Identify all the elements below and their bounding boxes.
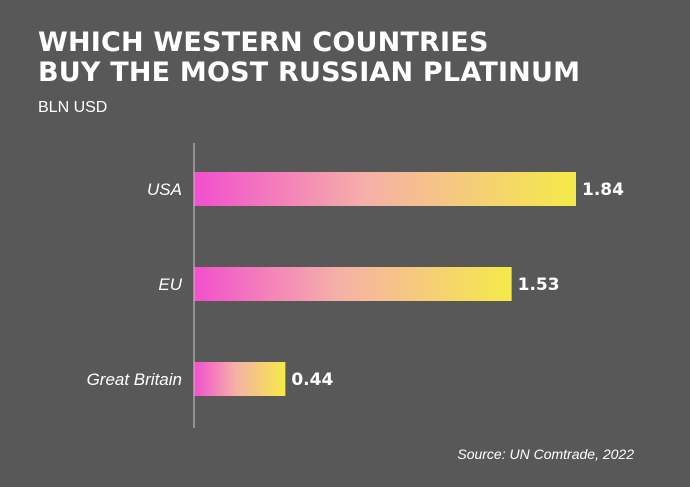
bar-great-britain xyxy=(194,362,286,396)
value-label-usa: 1.84 xyxy=(582,180,624,200)
chart-title-line-1: WHICH WESTERN COUNTRIES xyxy=(38,27,489,58)
chart-unit-subtitle: BLN USD xyxy=(38,99,108,116)
category-label-usa: USA xyxy=(147,180,182,199)
chart-title: WHICH WESTERN COUNTRIES BUY THE MOST RUS… xyxy=(38,28,580,88)
bar-usa xyxy=(194,172,576,206)
value-label-eu: 1.53 xyxy=(518,275,560,295)
category-label-great-britain: Great Britain xyxy=(87,370,182,389)
source-note: Source: UN Comtrade, 2022 xyxy=(457,446,634,462)
bar-eu xyxy=(194,267,512,301)
chart-title-line-2: BUY THE MOST RUSSIAN PLATINUM xyxy=(38,57,581,88)
category-label-eu: EU xyxy=(158,275,182,294)
value-label-great-britain: 0.44 xyxy=(291,370,333,390)
